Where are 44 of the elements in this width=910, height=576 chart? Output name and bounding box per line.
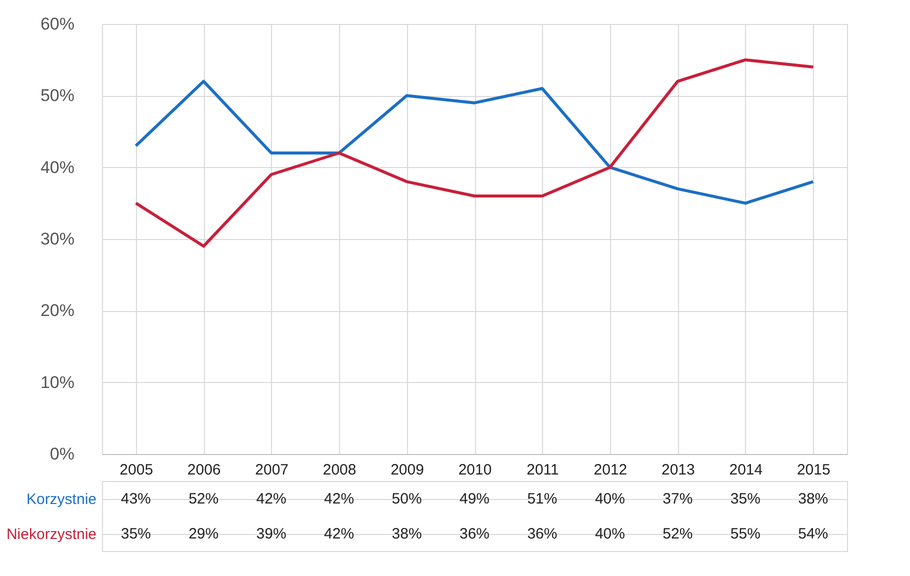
y-tick-label: 50% xyxy=(40,86,74,106)
x-tick-label: 2011 xyxy=(526,462,559,478)
data-label: 36% xyxy=(459,526,490,542)
data-label: 55% xyxy=(730,526,760,542)
data-label: 35% xyxy=(120,526,151,542)
data-label: 49% xyxy=(459,490,490,508)
data-label: 37% xyxy=(662,490,693,508)
data-label: 51% xyxy=(527,490,558,508)
data-label: 38% xyxy=(798,490,828,508)
x-tick-label: 2010 xyxy=(458,462,492,478)
x-tick-label: 2013 xyxy=(661,462,695,478)
x-tick-label: 2009 xyxy=(390,462,424,478)
data-label: 38% xyxy=(392,526,422,542)
data-label: 52% xyxy=(188,490,219,508)
x-tick-label: 2015 xyxy=(796,462,830,478)
data-label: 40% xyxy=(594,490,625,508)
text: Niekorzystnie xyxy=(6,526,96,543)
data-label: 42% xyxy=(324,490,354,508)
x-tick-label: 2008 xyxy=(322,462,356,478)
data-label: 42% xyxy=(256,490,286,508)
y-tick-label: 20% xyxy=(40,301,74,320)
data-label: 39% xyxy=(256,526,286,542)
x-tick-label: 2006 xyxy=(187,462,221,478)
y-tick-label: 0% xyxy=(50,444,74,464)
y-tick-label: 10% xyxy=(40,372,74,392)
data-label: 35% xyxy=(730,490,760,508)
x-tick-label: 2014 xyxy=(729,462,763,478)
y-tick-label: 30% xyxy=(40,230,74,248)
x-tick-label: 2012 xyxy=(594,462,628,478)
y-tick-label: 40% xyxy=(40,158,74,177)
data-label: 52% xyxy=(662,526,693,542)
data-label: 29% xyxy=(188,526,219,542)
line-series xyxy=(134,58,815,248)
y-tick-label: 60% xyxy=(40,14,74,34)
data-label: 42% xyxy=(324,526,354,542)
x-tick-label: 2007 xyxy=(255,462,289,478)
line-series xyxy=(134,80,815,205)
x-tick-label: 2005 xyxy=(120,462,154,478)
text: Korzystnie xyxy=(26,491,96,508)
data-label: 43% xyxy=(120,490,151,508)
data-label: 50% xyxy=(392,490,422,508)
data-label: 54% xyxy=(798,526,828,542)
data-label: 40% xyxy=(594,526,625,542)
data-label: 36% xyxy=(527,526,558,542)
